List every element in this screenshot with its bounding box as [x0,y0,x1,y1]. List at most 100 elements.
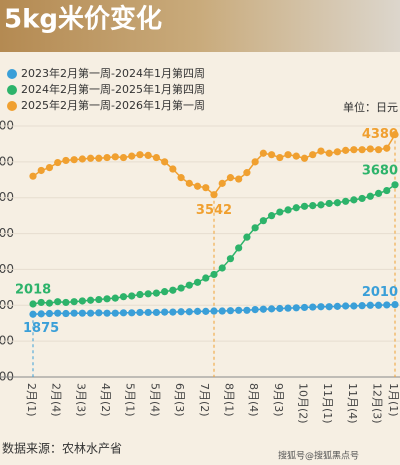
x-tick-label: 6月(3) [173,383,186,417]
data-point [202,307,210,315]
data-point [284,151,292,159]
data-point [325,149,333,157]
data-point [251,224,259,232]
data-point [169,308,177,316]
x-tick-label: 4月(2) [99,383,112,417]
data-point [202,274,210,282]
data-point [276,304,284,313]
header-image [0,0,400,52]
data-point [37,310,45,318]
data-label: 4380 [362,127,398,142]
legend-marker [7,101,17,111]
data-label: 2010 [362,285,398,300]
data-point [62,298,70,307]
data-point [383,186,391,195]
data-point [325,199,333,208]
x-tick-label: 12月(3) [371,383,384,424]
data-point [193,182,202,190]
data-point [54,298,62,306]
data-point [300,202,309,210]
data-point [86,309,95,317]
data-point [243,233,251,241]
data-point [276,208,284,216]
data-point [144,151,152,160]
data-point [62,309,70,318]
data-point [235,175,243,183]
data-label: 1875 [23,321,59,336]
x-tick-label: 8月(1) [222,383,235,417]
data-point [358,194,366,203]
data-point [161,158,169,166]
data-point [152,153,161,162]
data-point [128,309,136,317]
data-point [152,289,161,297]
data-point [185,308,193,316]
data-point [226,307,235,315]
chart-title: 5kg米价变化 [4,4,162,35]
data-point [185,179,193,187]
data-point [103,153,111,162]
data-point [309,303,317,311]
x-tick-label: 2月(4) [50,383,63,417]
data-point [226,255,235,263]
data-point [54,158,62,167]
x-tick-label: 1月(1) [387,383,400,417]
data-point [86,154,95,162]
data-point [152,308,161,317]
data-point [144,290,152,298]
data-point [193,307,202,315]
data-point [103,309,111,317]
x-tick-label: 11月(4) [346,383,359,424]
data-point [29,172,37,180]
data-point [119,153,128,162]
data-point [169,165,177,173]
data-point [317,201,325,209]
data-point [86,296,95,304]
data-point [243,169,251,177]
data-point [210,270,218,279]
x-tick-label: 7月(2) [198,383,211,417]
legend-label: 2023年2月第一周-2024年1月第四周 [21,66,205,80]
data-point [333,302,342,310]
data-point [358,302,366,310]
data-point [383,144,391,152]
data-point [210,191,218,199]
data-point [383,301,391,309]
legend-marker [7,85,17,95]
data-point [267,151,276,159]
data-point [276,153,284,162]
data-point [78,155,86,163]
legend-label: 2024年2月第一周-2025年1月第四周 [21,82,205,96]
data-point [284,206,292,214]
data-point [70,309,78,317]
data-point [218,307,226,315]
data-label: 3542 [196,203,232,218]
data-point [333,148,342,156]
data-point [366,192,374,200]
data-point [193,278,202,286]
data-point [95,295,103,304]
data-point [78,297,86,305]
x-tick-label: 5月(1) [124,383,137,417]
legend-label: 2025年2月第一周-2026年1月第一周 [21,98,205,112]
data-point [350,302,358,310]
data-point [45,299,54,307]
data-label: 2018 [15,282,51,297]
data-point [366,145,374,153]
data-point [342,146,350,154]
x-tick-label: 3月(3) [74,383,87,417]
data-point [177,308,185,316]
data-point [70,156,78,164]
data-point [136,308,144,317]
data-point [169,286,177,294]
data-point [259,217,267,225]
data-point [259,149,267,157]
x-tick-label: 5月(4) [148,383,161,417]
data-point [292,204,300,212]
data-point [374,301,383,309]
data-point [111,309,119,317]
data-point [136,290,144,299]
data-point [185,281,193,289]
legend-marker [7,69,17,79]
